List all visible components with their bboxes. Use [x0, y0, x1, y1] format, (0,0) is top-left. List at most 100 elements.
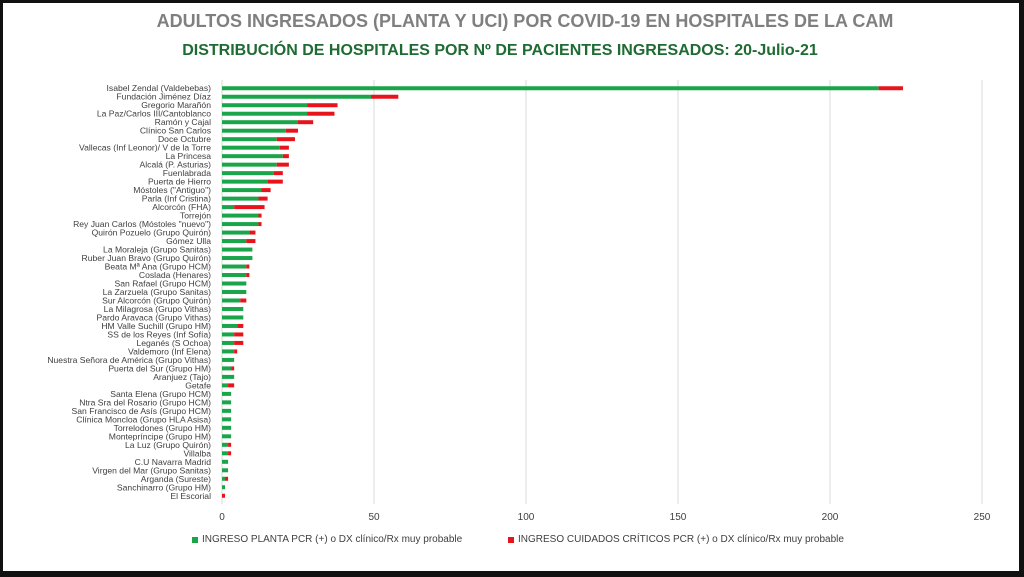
bar-uci-mostoles-antiguo	[261, 188, 271, 193]
bar-planta-getafe	[222, 383, 229, 388]
bar-uci-leganes-s-ochoa	[234, 340, 244, 345]
bar-uci-la-paz-carlos-iii-cantoblanco	[307, 111, 335, 116]
category-label: Coslada (Henares)	[139, 270, 211, 280]
bar-uci-gomez-ulla	[246, 239, 256, 244]
bar-uci-alcala-p-asturias	[276, 162, 289, 167]
bar-planta-arganda-sureste	[222, 476, 226, 481]
bar-planta-la-moraleja-grupo-sanitas	[222, 247, 253, 252]
bar-planta-ruber-juan-bravo-grupo-quiron	[222, 256, 253, 261]
bar-uci-la-princesa	[282, 154, 289, 159]
category-label: La Paz/Carlos III/Cantoblanco	[97, 109, 211, 119]
bar-uci-getafe	[228, 383, 235, 388]
bar-planta-clinica-moncloa-grupo-hla-asisa	[222, 417, 232, 422]
bar-planta-nuestra-senora-de-america-grupo-vithas	[222, 357, 235, 362]
bar-uci-puerta-del-sur-grupo-hm	[231, 366, 235, 371]
bar-planta-la-luz-grupo-quiron	[222, 442, 229, 447]
category-label: Ramón y Cajal	[155, 117, 211, 127]
bar-planta-hm-valle-suchill-grupo-hm	[222, 323, 238, 328]
bar-planta-aranjuez-tajo	[222, 374, 235, 379]
bar-planta-c-u-navarra-madrid	[222, 459, 229, 464]
bar-planta-la-zarzuela-grupo-sanitas	[222, 290, 247, 294]
bar-uci-fuenlabrada	[273, 171, 283, 176]
bar-uci-coslada-henares	[246, 273, 250, 278]
bar-planta-ramon-y-cajal	[222, 120, 298, 125]
category-label: La Luz (Grupo Quirón)	[125, 440, 211, 450]
bar-uci-ss-de-los-reyes-inf-sofia	[234, 332, 244, 337]
bar-planta-san-francisco-de-asis-grupo-hcm	[222, 408, 232, 413]
category-label: Torrejón	[180, 211, 211, 221]
bar-uci-villalba	[228, 451, 232, 456]
category-label: Sur Alcorcón (Grupo Quirón)	[102, 295, 211, 305]
bar-planta-doce-octubre	[222, 137, 277, 142]
bar-planta-isabel-zendal-valdebebas	[222, 86, 879, 91]
bar-planta-gregorio-maranon	[222, 103, 308, 108]
category-label: Valdemoro (Inf Elena)	[128, 346, 211, 356]
bar-uci-ramon-y-cajal	[298, 120, 314, 125]
category-label: Fundación Jiménez Díaz	[116, 92, 211, 102]
category-label: Clínica Moncloa (Grupo HLA Asisa)	[76, 414, 211, 424]
category-label: Alcorcón (FHA)	[152, 202, 211, 212]
bar-planta-pardo-aravaca-grupo-vithas	[222, 315, 244, 320]
category-label: San Rafael (Grupo HCM)	[115, 279, 212, 289]
bar-planta-clinico-san-carlos	[222, 128, 286, 133]
bar-planta-ntra-sra-del-rosario-grupo-hcm	[222, 400, 232, 405]
chart-frame	[3, 3, 1019, 571]
category-label: Arganda (Sureste)	[141, 474, 211, 484]
bar-planta-coslada-henares	[222, 273, 247, 278]
category-label: Quirón Pozuelo (Grupo Quirón)	[92, 228, 212, 238]
bar-planta-la-princesa	[222, 154, 283, 159]
category-label: Torrelodones (Grupo HM)	[114, 423, 212, 433]
category-label: Leganés (S Ochoa)	[136, 338, 211, 348]
bar-planta-monteprincipe-grupo-hm	[222, 434, 232, 439]
category-label: El Escorial	[170, 491, 211, 501]
bar-uci-fundacion-jimenez-diaz	[370, 94, 399, 99]
category-label: Ntra Sra del Rosario (Grupo HCM)	[79, 397, 211, 407]
bar-uci-parla-inf-cristina	[258, 196, 268, 201]
category-label: Virgen del Mar (Grupo Sanitas)	[92, 465, 211, 475]
legend-swatch-planta	[192, 536, 198, 543]
legend-item-uci: INGRESO CUIDADOS CRÍTICOS PCR (+) o DX c…	[508, 534, 844, 545]
category-label: SS de los Reyes (Inf Sofía)	[107, 329, 211, 339]
category-label: C.U Navarra Madrid	[135, 457, 212, 467]
x-tick-label: 50	[368, 512, 380, 523]
category-label: Gómez Ulla	[166, 236, 211, 246]
bar-planta-quiron-pozuelo-grupo-quiron	[222, 230, 250, 235]
legend-label-planta: INGRESO PLANTA PCR (+) o DX clínico/Rx m…	[202, 534, 463, 545]
bar-uci-torrejon	[258, 213, 262, 218]
bar-planta-leganes-s-ochoa	[222, 340, 235, 345]
bar-planta-puerta-del-sur-grupo-hm	[222, 366, 232, 371]
legend-swatch-uci	[508, 536, 514, 543]
legend-label-uci: INGRESO CUIDADOS CRÍTICOS PCR (+) o DX c…	[518, 534, 844, 545]
category-label: Vallecas (Inf Leonor)/ V de la Torre	[79, 143, 211, 153]
bar-planta-rey-juan-carlos-mostoles-nuevo	[222, 222, 259, 227]
bar-planta-sanchinarro-grupo-hm	[222, 485, 226, 490]
category-label: Ruber Juan Bravo (Grupo Quirón)	[82, 253, 212, 263]
bar-planta-la-paz-carlos-iii-cantoblanco	[222, 111, 308, 116]
gridlines	[221, 80, 983, 504]
x-tick-label: 150	[670, 512, 687, 523]
bar-planta-sur-alcorcon-grupo-quiron	[222, 298, 241, 303]
x-tick-labels: 0 50 100 150 200 250	[219, 512, 991, 523]
category-label: Parla (Inf Cristina)	[142, 194, 211, 204]
category-label: Doce Octubre	[158, 134, 211, 144]
bar-planta-villalba	[222, 451, 229, 456]
bar-uci-puerta-de-hierro	[267, 179, 283, 184]
category-label: Alcalá (P. Asturias)	[140, 160, 212, 170]
bar-planta-fundacion-jimenez-diaz	[222, 94, 371, 99]
bar-uci-gregorio-maranon	[307, 103, 338, 108]
bar-planta-valdemoro-inf-elena	[222, 349, 235, 354]
bar-uci-alcorcon-fha	[234, 205, 265, 210]
category-label: Villalba	[183, 448, 211, 458]
bar-planta-torrejon	[222, 213, 259, 218]
bar-planta-vallecas-inf-leonor-v-de-la-torre	[222, 145, 280, 150]
x-tick-label: 100	[518, 512, 535, 523]
bar-uci-sur-alcorcon-grupo-quiron	[240, 298, 247, 303]
legend: INGRESO PLANTA PCR (+) o DX clínico/Rx m…	[192, 534, 892, 550]
bar-uci-arganda-sureste	[225, 476, 229, 481]
bar-planta-mostoles-antiguo	[222, 188, 262, 193]
legend-item-planta: INGRESO PLANTA PCR (+) o DX clínico/Rx m…	[192, 534, 462, 545]
bar-planta-torrelodones-grupo-hm	[222, 425, 232, 430]
category-label: Sanchinarro (Grupo HM)	[117, 482, 211, 492]
bar-uci-beata-m-ana-grupo-hcm	[246, 264, 250, 269]
